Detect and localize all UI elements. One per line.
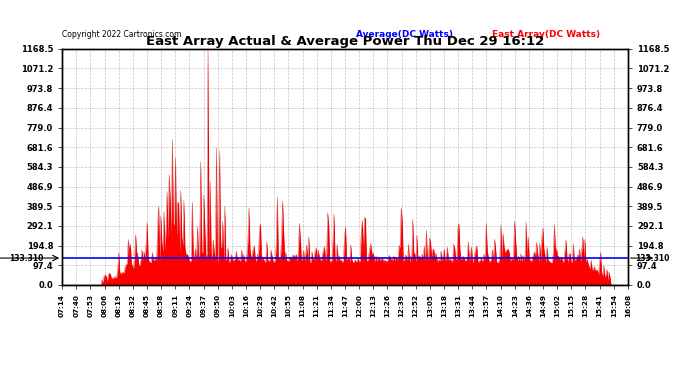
Text: East Array(DC Watts): East Array(DC Watts) <box>492 30 600 39</box>
Text: Average(DC Watts): Average(DC Watts) <box>356 30 453 39</box>
Text: 133.310: 133.310 <box>635 254 669 262</box>
Text: Copyright 2022 Cartronics.com: Copyright 2022 Cartronics.com <box>62 30 181 39</box>
Title: East Array Actual & Average Power Thu Dec 29 16:12: East Array Actual & Average Power Thu De… <box>146 34 544 48</box>
Text: 133.310: 133.310 <box>10 254 43 262</box>
